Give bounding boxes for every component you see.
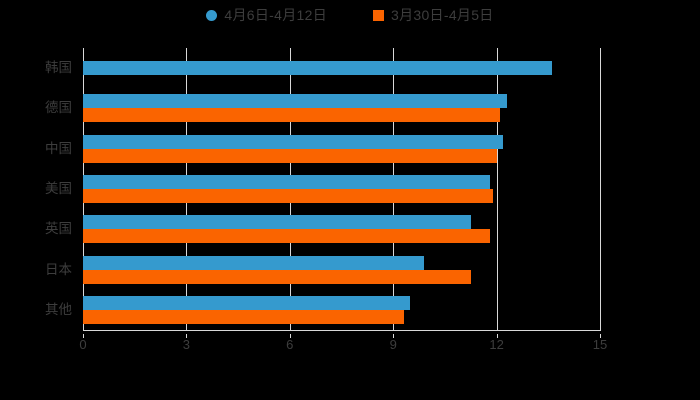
x-axis-tick-mark: [393, 334, 395, 338]
bar-series-1[interactable]: [83, 134, 504, 149]
y-axis-label: 其他: [45, 301, 72, 317]
bar-series-2[interactable]: [83, 229, 490, 244]
bar-group: [83, 209, 600, 249]
bar-group: [83, 88, 600, 128]
y-axis-label: 韩国: [45, 60, 72, 76]
legend-square-marker-icon: [373, 9, 384, 21]
x-axis-tick-label: 9: [389, 337, 397, 352]
x-axis-tick-label: 0: [79, 337, 87, 352]
grid-line: [600, 48, 601, 330]
bar-group: [83, 48, 600, 88]
bar-series-1[interactable]: [83, 94, 507, 109]
bar-series-1[interactable]: [83, 295, 411, 310]
bar-series-2[interactable]: [83, 188, 494, 203]
x-axis-tick-label: 15: [592, 337, 608, 352]
x-axis-line: [83, 330, 601, 331]
bar-series-2[interactable]: [83, 148, 497, 163]
chart-legend: 4月6日-4月12日 3月30日-4月5日: [0, 8, 700, 22]
x-axis-tick-label: 12: [489, 337, 504, 352]
bar-group: [83, 169, 600, 209]
bar-series-1[interactable]: [83, 61, 552, 76]
plot-area: [83, 48, 601, 330]
grid-line: [496, 48, 498, 330]
y-axis-label: 日本: [45, 261, 72, 277]
legend-label-series-1: 4月6日-4月12日: [224, 7, 327, 23]
x-axis-tick-label: 6: [286, 337, 294, 352]
legend-item-series-1[interactable]: 4月6日-4月12日: [206, 8, 327, 22]
x-axis-tick-mark: [83, 334, 84, 338]
bar-series-2[interactable]: [83, 309, 404, 324]
bar-series-1[interactable]: [83, 215, 471, 230]
legend-label-series-2: 3月30日-4月5日: [391, 7, 494, 23]
y-axis-category-labels: 韩国德国中国美国英国日本其他: [0, 48, 72, 330]
x-axis-tick-mark: [186, 334, 188, 338]
x-axis-tick-labels: 0 3 6 9 12 15: [0, 334, 700, 358]
x-axis-tick-label: 3: [182, 337, 191, 352]
y-axis-label: 英国: [45, 221, 72, 237]
bar-series-2[interactable]: [83, 108, 501, 123]
x-axis-tick-mark: [289, 334, 291, 338]
legend-item-series-2[interactable]: 3月30日-4月5日: [373, 8, 494, 22]
bar-group: [83, 290, 600, 330]
legend-circle-marker-icon: [206, 9, 218, 21]
bar-group: [83, 129, 600, 169]
bar-series-1[interactable]: [83, 255, 425, 270]
y-axis-label: 德国: [45, 100, 72, 116]
x-axis-tick-mark: [600, 334, 601, 338]
y-axis-label: 中国: [45, 140, 72, 156]
y-axis-label: 美国: [45, 181, 72, 196]
bar-group: [83, 249, 600, 289]
bar-series-2[interactable]: [83, 269, 471, 284]
x-axis-tick-mark: [496, 334, 498, 338]
bar-series-1[interactable]: [83, 174, 490, 189]
